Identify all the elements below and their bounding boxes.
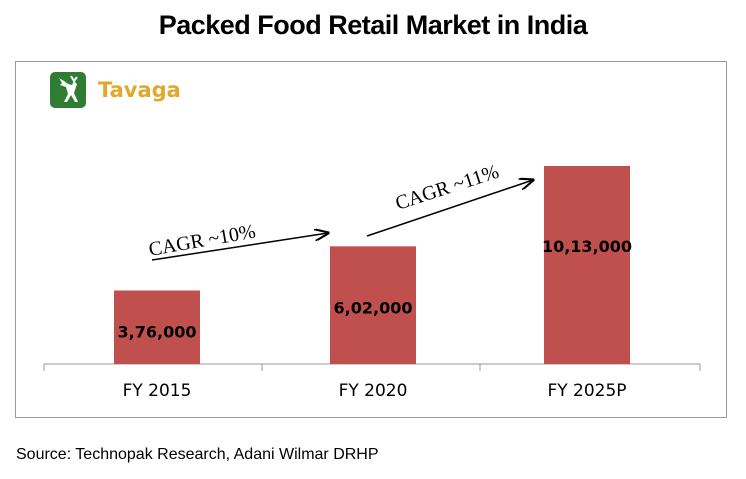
bar-fy-2015 — [114, 290, 200, 364]
brand-name: Tavaga — [98, 78, 181, 102]
tavaga-logo — [50, 72, 86, 108]
chart-title: Packed Food Retail Market in India — [158, 10, 588, 40]
source-note: Source: Technopak Research, Adani Wilmar… — [16, 446, 379, 463]
value-label: 3,76,000 — [118, 323, 197, 342]
x-tick-label: FY 2015 — [123, 381, 192, 401]
bar-fy-2025p — [544, 166, 630, 364]
x-tick-label: FY 2025P — [547, 381, 626, 401]
deer-icon — [59, 75, 78, 102]
cagr-label-1: CAGR ~10% — [147, 220, 257, 260]
x-tick-label: FY 2020 — [339, 381, 408, 401]
cagr-label-2: CAGR ~11% — [393, 161, 502, 215]
value-label: 6,02,000 — [334, 298, 413, 317]
cagr-arrow-2 — [366, 180, 533, 237]
cagr-arrow-1 — [151, 233, 328, 261]
value-label: 10,13,000 — [542, 237, 632, 256]
bar-fy-2020 — [330, 246, 416, 364]
